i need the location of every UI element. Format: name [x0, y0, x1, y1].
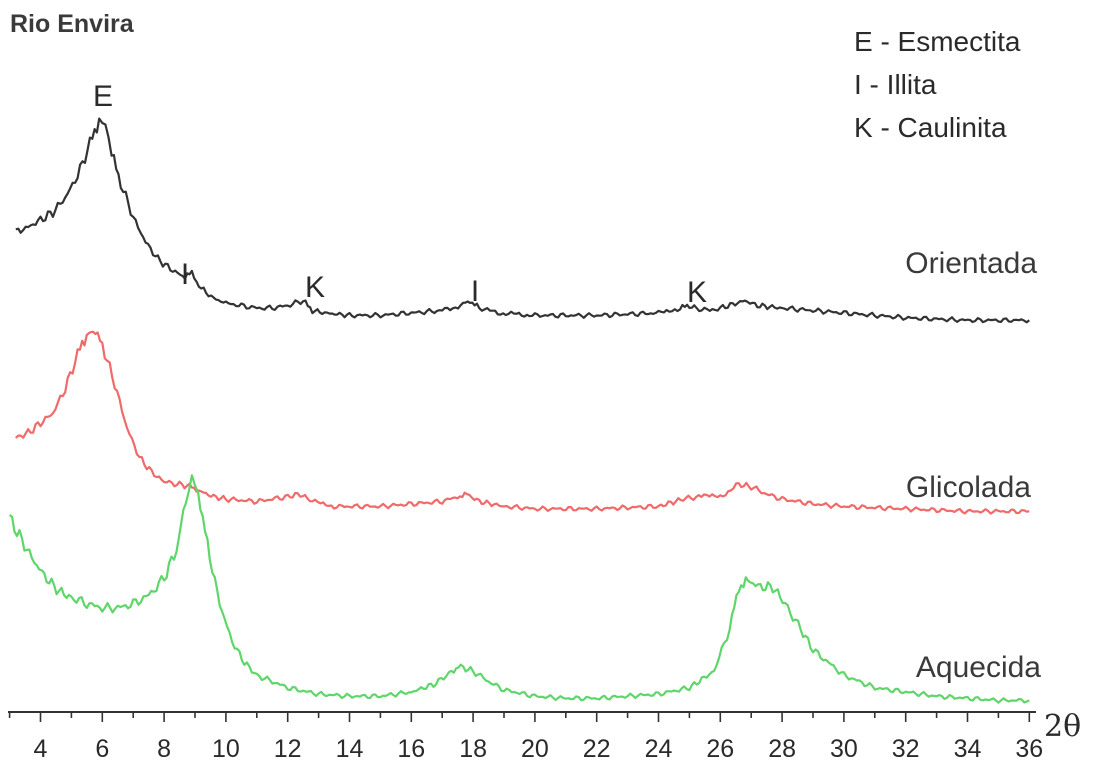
x-tick-label: 18	[459, 735, 487, 763]
x-tick-label: 10	[212, 735, 240, 763]
x-tick-label: 8	[157, 735, 171, 763]
series-label-glicolada: Glicolada	[906, 471, 1031, 504]
x-tick-label: 24	[645, 735, 673, 763]
x-tick-label: 12	[274, 735, 302, 763]
peak-label-k: K	[687, 276, 707, 309]
series-label-aquecida: Aquecida	[916, 651, 1041, 684]
series-line-orientada	[15, 117, 1030, 324]
x-tick-label: 32	[892, 735, 920, 763]
series-labels: Orientada Glicolada Aquecida	[905, 247, 1041, 684]
series-line-aquecida	[8, 474, 1030, 704]
x-tick-label: 22	[583, 735, 611, 763]
legend: E - Esmectita I - Illita K - Caulinita	[854, 26, 1021, 143]
x-tick-label: 30	[830, 735, 858, 763]
x-tick-label: 20	[521, 735, 549, 763]
x-tick-label: 26	[706, 735, 734, 763]
x-axis-title: 2θ	[1044, 709, 1081, 744]
peak-label-i: I	[471, 275, 479, 308]
chart-title: Rio Envira	[10, 10, 135, 38]
peak-label-k: K	[305, 271, 325, 304]
x-tick-label: 14	[336, 735, 364, 763]
legend-entry-caulinita: K - Caulinita	[854, 112, 1007, 143]
x-tick-label: 16	[397, 735, 425, 763]
x-tick-label: 28	[768, 735, 796, 763]
x-tick-label: 4	[34, 735, 48, 763]
peak-label-i: I	[181, 258, 189, 291]
x-tick-label: 36	[1015, 735, 1043, 763]
peak-labels: E I K I K	[93, 80, 707, 309]
series-line-glicolada	[15, 330, 1030, 515]
x-tick-label: 34	[954, 735, 982, 763]
x-axis: 4 6 8 10 12 14 16 18 20 22 24 26 28 30 32 34 36	[8, 711, 1043, 763]
legend-entry-illita: I - Illita	[854, 69, 937, 100]
x-tick-label: 6	[95, 735, 109, 763]
series-layer	[8, 117, 1030, 704]
series-label-orientada: Orientada	[905, 247, 1037, 280]
legend-entry-esmectita: E - Esmectita	[854, 26, 1021, 57]
peak-label-e: E	[93, 80, 113, 113]
